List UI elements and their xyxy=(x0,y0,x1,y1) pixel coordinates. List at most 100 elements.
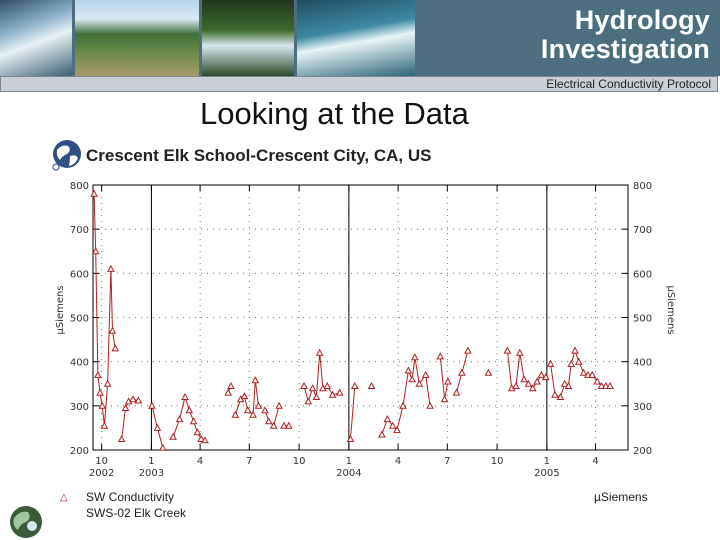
data-point xyxy=(91,247,100,255)
x-tick-label: 10 xyxy=(95,456,108,467)
data-point xyxy=(328,390,337,398)
y-tick-label-right: 800 xyxy=(633,181,652,192)
y-axis-label-right: µSiemens xyxy=(665,285,676,334)
x-year-label: 2002 xyxy=(89,468,114,479)
data-point xyxy=(399,401,407,409)
data-point xyxy=(117,434,126,442)
plot-frame xyxy=(92,184,629,451)
data-point xyxy=(393,426,401,434)
x-tick-label: 10 xyxy=(491,456,504,467)
data-point xyxy=(404,366,413,374)
slide-heading: Looking at the Data xyxy=(200,96,469,131)
data-point xyxy=(98,401,107,409)
wave-photo xyxy=(297,0,415,76)
x-tick-label: 1 xyxy=(148,456,154,467)
data-point xyxy=(426,401,434,409)
chart-title: Crescent Elk School-Crescent City, CA, U… xyxy=(86,146,432,165)
data-point xyxy=(308,384,317,392)
y-tick-label-left: 800 xyxy=(70,181,89,192)
data-point xyxy=(367,381,376,389)
y-tick-label-right: 500 xyxy=(633,314,652,325)
series-line-segment xyxy=(439,356,449,400)
data-point xyxy=(436,352,445,360)
data-point xyxy=(546,359,555,367)
data-point xyxy=(197,434,206,442)
x-year-label: 2005 xyxy=(534,468,559,479)
data-point xyxy=(129,395,137,403)
data-point xyxy=(533,377,541,385)
data-point xyxy=(185,406,194,414)
y-tick-label-left: 600 xyxy=(70,269,89,280)
y-axis-label-left: µSiemens xyxy=(55,285,66,334)
data-point xyxy=(300,381,308,389)
header-banner: Hydrology Investigation xyxy=(0,0,720,76)
data-point xyxy=(378,430,386,438)
data-point xyxy=(251,376,260,384)
globe-logo-icon xyxy=(52,140,81,171)
mountain-stream-photo xyxy=(75,0,199,76)
data-point xyxy=(346,434,355,442)
data-point xyxy=(148,401,156,409)
x-tick-label: 1 xyxy=(346,456,352,467)
data-point xyxy=(503,346,512,354)
data-point xyxy=(350,381,359,389)
series-line-segment xyxy=(550,348,611,398)
y-tick-label-left: 200 xyxy=(70,446,89,457)
data-point xyxy=(383,415,392,423)
x-tick-label: 10 xyxy=(293,456,306,467)
y-tick-label-right: 600 xyxy=(633,269,652,280)
data-point xyxy=(111,344,120,352)
protocol-bar: Electrical Conductivity Protocol xyxy=(0,76,718,92)
x-tick-label: 4 xyxy=(197,456,203,467)
data-point xyxy=(254,401,263,409)
data-point xyxy=(304,397,313,405)
data-point xyxy=(458,368,466,376)
waterfall-photo xyxy=(202,0,294,76)
data-point xyxy=(606,381,614,389)
banner-title: Hydrology Investigation xyxy=(520,6,710,64)
data-point xyxy=(169,432,177,440)
banner-title-line1: Hydrology xyxy=(574,5,710,35)
data-point xyxy=(90,189,98,197)
data-point xyxy=(571,346,579,354)
data-point xyxy=(588,370,597,378)
data-point xyxy=(560,379,569,387)
data-point xyxy=(227,381,235,389)
data-point xyxy=(108,326,117,334)
data-point xyxy=(315,348,324,356)
data-point xyxy=(249,410,257,418)
data-point xyxy=(107,264,115,272)
data-point xyxy=(189,417,198,425)
y-tick-label-left: 500 xyxy=(70,314,89,325)
data-point xyxy=(567,359,576,367)
series-line-segment xyxy=(506,350,547,389)
data-point xyxy=(464,346,472,354)
x-tick-label: 4 xyxy=(395,456,401,467)
data-point xyxy=(231,410,240,418)
data-point xyxy=(564,381,573,389)
data-point xyxy=(415,379,424,387)
data-point xyxy=(264,417,273,425)
data-point xyxy=(452,388,461,396)
series-line-segment xyxy=(350,385,356,440)
data-point xyxy=(421,370,430,378)
protocol-subtitle: Electrical Conductivity Protocol xyxy=(546,77,711,91)
data-point xyxy=(551,390,559,398)
data-point xyxy=(96,388,104,396)
data-point xyxy=(175,415,184,423)
y-tick-label-right: 300 xyxy=(633,402,652,413)
data-point xyxy=(335,388,344,396)
data-point xyxy=(579,368,588,376)
data-point xyxy=(201,436,209,444)
series-line-segment xyxy=(381,357,431,435)
x-tick-label: 4 xyxy=(592,456,598,467)
data-point xyxy=(181,392,189,400)
data-point xyxy=(541,373,550,381)
x-year-label: 2004 xyxy=(336,468,361,479)
x-tick-label: 7 xyxy=(246,456,252,467)
y-tick-label-left: 400 xyxy=(70,358,89,369)
data-point xyxy=(528,384,537,392)
data-point xyxy=(411,353,419,361)
data-point xyxy=(388,421,397,429)
data-point xyxy=(243,406,252,414)
